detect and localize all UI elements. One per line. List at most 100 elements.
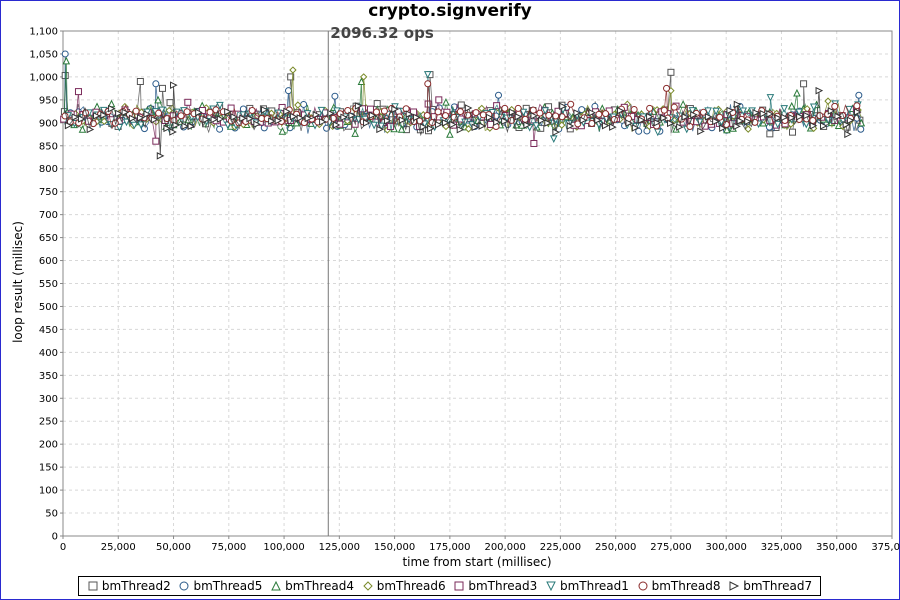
data-point: [522, 104, 530, 112]
data-point: [845, 105, 853, 114]
legend-label: bmThread3: [468, 579, 538, 593]
data-point: [660, 106, 668, 114]
data-point: [457, 101, 465, 109]
data-point: [158, 84, 166, 92]
data-point: [312, 111, 321, 119]
data-point: [248, 107, 256, 115]
data-point: [424, 100, 432, 108]
data-point: [530, 139, 538, 147]
data-point: [780, 105, 789, 113]
y-tick-label: 100: [39, 486, 58, 497]
data-point: [423, 112, 431, 120]
data-point: [712, 107, 720, 116]
data-point: [795, 108, 803, 117]
y-tick-label: 650: [39, 233, 58, 244]
data-point: [793, 88, 801, 97]
data-point: [646, 112, 654, 121]
data-point: [391, 105, 399, 114]
data-point: [383, 117, 392, 125]
data-point: [660, 114, 668, 122]
data-point: [774, 114, 783, 122]
legend-marker: [271, 580, 281, 591]
data-point: [327, 109, 335, 118]
data-point: [853, 108, 862, 116]
data-point: [331, 92, 339, 100]
data-point: [809, 103, 818, 112]
data-point: [340, 113, 348, 122]
y-tick-label: 0: [52, 532, 58, 543]
legend-marker: [729, 581, 740, 591]
legend-label: bmThread6: [376, 579, 446, 593]
data-point: [759, 109, 768, 118]
x-tick-label: 50,000: [156, 542, 191, 553]
series-bmThread7: [64, 81, 862, 160]
x-tick-label: 0: [60, 542, 66, 553]
data-point: [712, 117, 720, 126]
y-tick-label: 950: [39, 95, 58, 106]
data-point: [819, 122, 828, 130]
legend-marker-shape: [88, 581, 98, 591]
data-point: [294, 101, 302, 109]
data-point: [787, 120, 795, 128]
data-point: [246, 114, 255, 123]
data-point: [170, 81, 178, 89]
data-point: [183, 108, 191, 116]
data-point: [518, 121, 526, 129]
data-point: [260, 105, 269, 114]
data-point: [842, 120, 851, 129]
data-point: [93, 112, 101, 120]
data-point: [278, 104, 286, 112]
legend-item-bmThread5: bmThread5: [178, 579, 262, 593]
data-point: [177, 112, 185, 120]
data-point: [62, 56, 71, 65]
data-point: [136, 113, 145, 122]
y-tick-label: 150: [39, 463, 58, 474]
data-point: [846, 116, 855, 125]
y-tick-label: 800: [39, 164, 58, 175]
data-point: [773, 120, 782, 129]
data-point: [558, 121, 566, 129]
data-point: [834, 112, 843, 121]
legend-marker-shape: [546, 581, 556, 592]
data-point: [485, 113, 494, 122]
legend-item-bmThread6: bmThread6: [362, 579, 446, 593]
data-point: [172, 121, 181, 129]
data-point: [446, 130, 454, 138]
data-point: [187, 122, 196, 131]
data-point: [283, 107, 291, 116]
data-point: [132, 107, 140, 115]
x-tick-label: 375,000: [871, 542, 900, 553]
data-point: [803, 111, 811, 120]
data-point: [376, 125, 384, 134]
data-point: [536, 109, 544, 117]
data-point: [154, 95, 162, 104]
data-point: [435, 96, 443, 104]
data-point: [423, 71, 432, 79]
data-point: [766, 94, 775, 102]
data-point: [667, 119, 675, 128]
data-point: [544, 119, 552, 127]
data-point: [780, 113, 789, 122]
data-point: [631, 124, 640, 132]
data-point: [359, 73, 368, 81]
data-point: [809, 116, 817, 124]
data-point: [224, 107, 232, 116]
y-tick-label: 350: [39, 371, 58, 382]
data-point: [137, 121, 145, 129]
data-point: [716, 113, 724, 121]
data-point: [853, 102, 861, 110]
data-point: [405, 110, 414, 118]
data-point: [357, 77, 366, 85]
data-point: [653, 118, 662, 127]
data-point: [78, 125, 87, 133]
data-point: [686, 122, 694, 130]
data-point: [304, 114, 313, 123]
legend-label: bmThread1: [559, 579, 629, 593]
data-point: [519, 108, 528, 117]
data-point: [501, 117, 509, 125]
legend-marker-shape: [729, 581, 740, 591]
legend-item-bmThread8: bmThread8: [637, 579, 721, 593]
data-point: [638, 116, 646, 124]
data-point: [184, 98, 192, 106]
data-point: [227, 104, 235, 112]
